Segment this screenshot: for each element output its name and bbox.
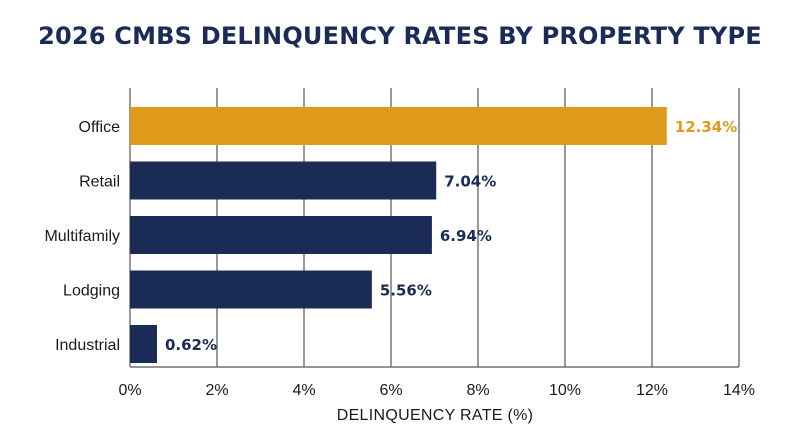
bar-office	[130, 107, 667, 145]
chart-title: 2026 CMBS DELINQUENCY RATES BY PROPERTY …	[38, 22, 762, 50]
x-tick-label: 6%	[379, 382, 402, 399]
x-tick-label: 12%	[636, 382, 668, 399]
category-label: Retail	[79, 174, 120, 191]
value-label: 0.62%	[165, 336, 217, 354]
bar-industrial	[130, 325, 157, 363]
value-label: 5.56%	[380, 282, 432, 300]
bars	[130, 107, 667, 363]
x-tick-labels: 0% 2% 4% 6% 8% 10% 12% 14%	[118, 382, 755, 399]
category-label: Lodging	[63, 283, 120, 300]
bar-retail	[130, 161, 437, 200]
value-label: 6.94%	[440, 227, 492, 245]
x-tick-label: 2%	[205, 382, 228, 399]
bar-multifamily	[130, 216, 432, 254]
category-label: Industrial	[55, 337, 120, 354]
x-tick-label: 8%	[466, 382, 489, 399]
value-label: 12.34%	[675, 118, 737, 136]
x-axis-label: DELINQUENCY RATE (%)	[337, 407, 534, 424]
value-labels: 12.34% 7.04% 6.94% 5.56% 0.62%	[165, 118, 737, 354]
category-label: Office	[79, 119, 121, 136]
x-tick-label: 14%	[723, 382, 755, 399]
category-label: Multifamily	[44, 228, 120, 245]
bar-lodging	[130, 270, 372, 309]
value-label: 7.04%	[444, 173, 496, 191]
x-tick-label: 4%	[292, 382, 315, 399]
category-labels: Office Retail Multifamily Lodging Industrial	[44, 119, 120, 354]
x-tick-label: 0%	[118, 382, 141, 399]
x-tick-label: 10%	[549, 382, 581, 399]
